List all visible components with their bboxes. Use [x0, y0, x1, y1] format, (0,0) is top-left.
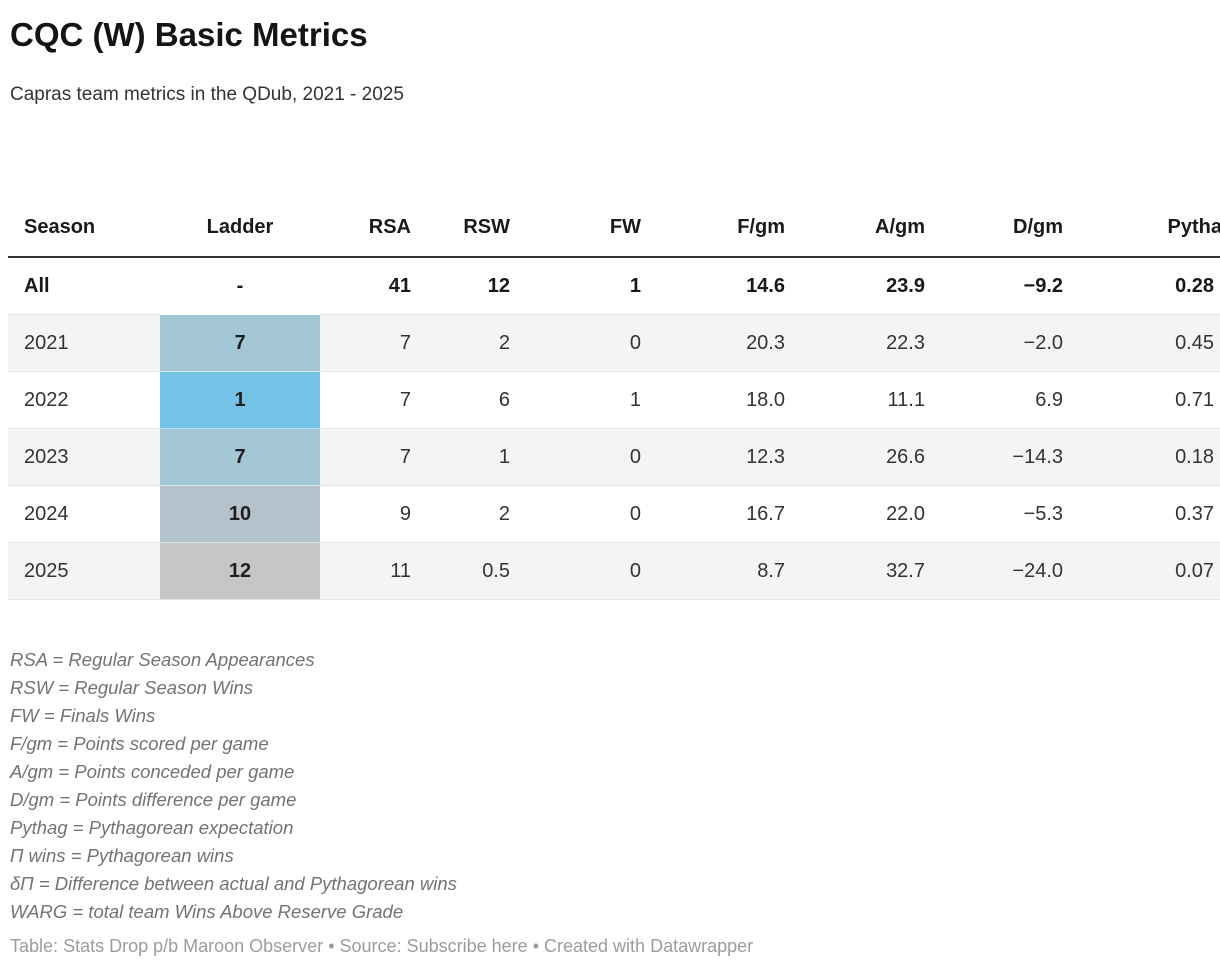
season-cell: 2022 — [8, 371, 160, 429]
footnote-line: D/gm = Points difference per game — [10, 789, 297, 810]
column-header-rsw: RSW — [421, 198, 520, 258]
agm-cell: 11.1 — [795, 371, 935, 429]
season-cell: 2024 — [8, 485, 160, 543]
dgm-cell: −9.2 — [1023, 274, 1063, 297]
pythag-cell: 0.45 — [1073, 314, 1220, 372]
fw-cell: 0 — [520, 542, 651, 600]
rsw-cell: 6 — [421, 371, 520, 429]
ladder-cell: 1 — [160, 371, 320, 429]
pythag-cell: 0.07 — [1073, 542, 1220, 600]
dgm-cell: −24.0 — [935, 542, 1073, 600]
footnote-line: δΠ = Difference between actual and Pytha… — [10, 873, 457, 894]
agm-cell: 32.7 — [795, 542, 935, 600]
fgm-cell: 20.3 — [651, 314, 795, 372]
ladder-cell: 7 — [160, 428, 320, 486]
rsa-cell: 7 — [320, 314, 421, 372]
rsw-cell: 0.5 — [421, 542, 520, 600]
ladder-cell: 10 — [160, 485, 320, 543]
season-cell: 2021 — [8, 314, 160, 372]
dgm-cell: −2.0 — [935, 314, 1073, 372]
dgm-cell: −14.3 — [935, 428, 1073, 486]
season-cell: 2023 — [8, 428, 160, 486]
footnote-line: RSW = Regular Season Wins — [10, 677, 254, 698]
column-header-fgm: F/gm — [651, 198, 795, 258]
column-header-agm: A/gm — [795, 198, 935, 258]
table-credit-label: Table: — [10, 936, 59, 956]
agm-cell: 22.3 — [795, 314, 935, 372]
rsw-cell: 2 — [421, 314, 520, 372]
column-header-fw: FW — [520, 198, 651, 258]
footnote-line: WARG = total team Wins Above Reserve Gra… — [10, 901, 404, 922]
table-row-2025: 2025 12 11 0.5 0 8.7 32.7 −24.0 0.07 — [8, 542, 1220, 600]
table-credit-value: Stats Drop p/b Maroon Observer — [63, 936, 324, 956]
footnote-line: Pythag = Pythagorean expectation — [10, 817, 294, 838]
fw-cell: 0 — [520, 428, 651, 486]
footer-separator: • — [532, 936, 539, 956]
footnotes-block: RSA = Regular Season Appearances RSW = R… — [10, 646, 1210, 926]
table-row-2024: 2024 10 9 2 0 16.7 22.0 −5.3 0.37 — [8, 485, 1220, 543]
rsw-cell: 12 — [487, 274, 510, 297]
rsa-cell: 41 — [388, 274, 411, 297]
column-header-pythag: Pytha — [1073, 198, 1220, 258]
ladder-cell: 7 — [160, 314, 320, 372]
column-header-dgm: D/gm — [935, 198, 1073, 258]
column-header-ladder: Ladder — [160, 198, 320, 258]
footnote-line: A/gm = Points conceded per game — [10, 761, 295, 782]
footnote-line: RSA = Regular Season Appearances — [10, 649, 315, 670]
ladder-cell: - — [236, 274, 244, 297]
footnote-line: FW = Finals Wins — [10, 705, 156, 726]
column-header-rsa: RSA — [320, 198, 421, 258]
fw-cell: 1 — [520, 371, 651, 429]
table-row-all: All - 41 12 1 14.6 23.9 −9.2 0.28 — [8, 257, 1220, 315]
pythag-cell: 0.18 — [1073, 428, 1220, 486]
fw-cell: 1 — [629, 274, 641, 297]
header-row: Season Ladder RSA RSW FW F/gm A/gm D/gm … — [8, 198, 1220, 258]
table-row-2023: 2023 7 7 1 0 12.3 26.6 −14.3 0.18 — [8, 428, 1220, 486]
pythag-cell: 0.71 — [1073, 371, 1220, 429]
metrics-table: Season Ladder RSA RSW FW F/gm A/gm D/gm … — [8, 198, 1220, 600]
agm-cell: 22.0 — [795, 485, 935, 543]
dgm-cell: 6.9 — [935, 371, 1073, 429]
fw-cell: 0 — [520, 485, 651, 543]
datawrapper-credit: Created with Datawrapper — [544, 936, 754, 956]
rsw-cell: 2 — [421, 485, 520, 543]
season-cell: All — [24, 274, 50, 297]
rsa-cell: 9 — [320, 485, 421, 543]
dgm-cell: −5.3 — [935, 485, 1073, 543]
rsa-cell: 7 — [320, 371, 421, 429]
table-row-2022: 2022 1 7 6 1 18.0 11.1 6.9 0.71 — [8, 371, 1220, 429]
fgm-cell: 18.0 — [651, 371, 795, 429]
pythag-cell: 0.37 — [1073, 485, 1220, 543]
footer-separator: • — [328, 936, 335, 956]
season-cell: 2025 — [8, 542, 160, 600]
footnote-line: Π wins = Pythagorean wins — [10, 845, 234, 866]
attribution-footer: Table: Stats Drop p/b Maroon Observer • … — [10, 936, 1210, 957]
table-row-2021: 2021 7 7 2 0 20.3 22.3 −2.0 0.45 — [8, 314, 1220, 372]
rsa-cell: 11 — [320, 542, 421, 600]
source-link[interactable]: Subscribe here — [406, 936, 528, 956]
column-header-season: Season — [8, 198, 160, 258]
fgm-cell: 12.3 — [651, 428, 795, 486]
rsw-cell: 1 — [421, 428, 520, 486]
page-subtitle: Capras team metrics in the QDub, 2021 - … — [10, 84, 404, 105]
ladder-cell: 12 — [160, 542, 320, 600]
pythag-cell: 0.28 — [1175, 274, 1214, 297]
agm-cell: 23.9 — [886, 274, 925, 297]
fgm-cell: 14.6 — [746, 274, 785, 297]
fgm-cell: 16.7 — [651, 485, 795, 543]
footnote-line: F/gm = Points scored per game — [10, 733, 269, 754]
agm-cell: 26.6 — [795, 428, 935, 486]
source-label: Source: — [339, 936, 402, 956]
fw-cell: 0 — [520, 314, 651, 372]
fgm-cell: 8.7 — [651, 542, 795, 600]
rsa-cell: 7 — [320, 428, 421, 486]
page-title: CQC (W) Basic Metrics — [10, 16, 368, 53]
